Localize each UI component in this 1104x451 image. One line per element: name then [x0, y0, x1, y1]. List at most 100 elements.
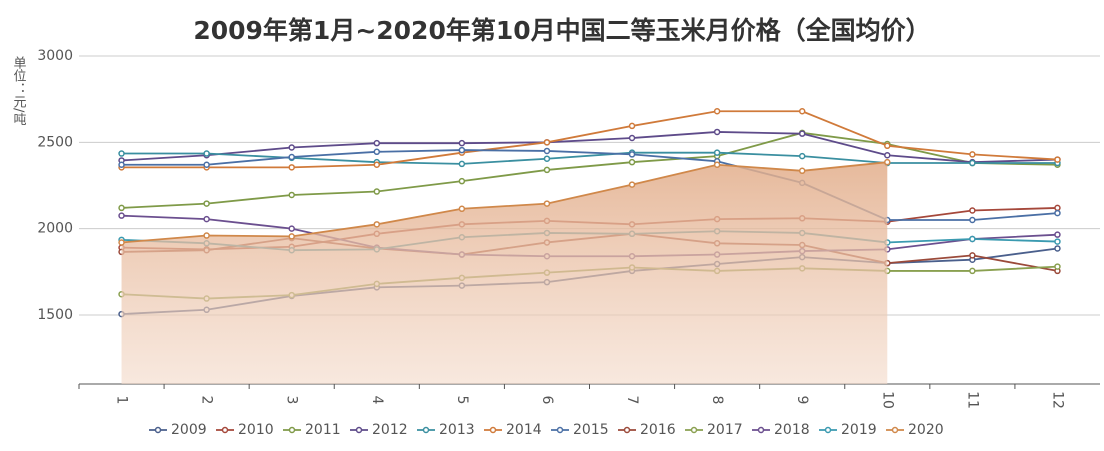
chart-title: 2009年第1月~2020年第10月中国二等玉米月价格（全国均价）	[193, 16, 930, 45]
point	[798, 167, 806, 175]
legend-item: 2018	[752, 422, 810, 438]
legend-marker	[154, 426, 162, 434]
point	[288, 233, 295, 240]
point	[969, 267, 976, 275]
x-tick-label: 9	[794, 396, 810, 405]
point	[713, 161, 721, 169]
legend-marker	[489, 426, 497, 434]
legend-item: 2013	[417, 422, 475, 438]
point	[713, 107, 721, 115]
point	[458, 146, 466, 154]
y-tick-label: 1500	[37, 307, 73, 323]
legend-label: 2010	[238, 422, 274, 438]
line	[121, 149, 1058, 221]
x-tick-label: 8	[709, 396, 725, 405]
point	[458, 177, 466, 185]
point	[798, 152, 806, 160]
point	[713, 128, 721, 136]
point	[118, 204, 125, 212]
point	[1054, 209, 1061, 217]
point	[798, 107, 806, 115]
point	[1054, 231, 1061, 238]
point	[458, 205, 466, 213]
point	[458, 160, 466, 168]
point	[1054, 245, 1061, 252]
x-tick-label: 6	[539, 396, 555, 405]
point	[203, 200, 210, 207]
legend-item: 2011	[283, 422, 341, 438]
point	[373, 221, 381, 228]
legend-marker	[221, 426, 229, 434]
point	[373, 188, 381, 195]
point	[798, 130, 806, 137]
point	[288, 144, 295, 151]
line	[121, 161, 888, 244]
legend-label: 2019	[841, 422, 877, 438]
legend-label: 2017	[707, 422, 743, 438]
point	[884, 142, 891, 150]
legend-item: 2019	[819, 422, 877, 438]
point	[373, 139, 381, 147]
legend-label: 2020	[908, 422, 944, 438]
legend-marker	[891, 426, 899, 434]
point	[628, 181, 636, 188]
legend-marker	[288, 426, 296, 434]
y-axis-label: 单位：元/吨	[11, 56, 27, 126]
point	[118, 239, 125, 246]
point	[969, 151, 976, 158]
point	[969, 252, 976, 259]
point	[969, 159, 976, 167]
point	[118, 161, 125, 169]
point	[969, 216, 976, 224]
legend-label: 2015	[573, 422, 609, 438]
legend-marker	[824, 426, 832, 434]
point	[628, 151, 636, 158]
y-tick-label: 2500	[37, 134, 73, 150]
legend-label: 2018	[774, 422, 810, 438]
x-tick-label: 2	[199, 396, 215, 405]
point	[288, 153, 295, 161]
legend-label: 2016	[640, 422, 676, 438]
legend-item: 2009	[149, 422, 207, 438]
legend-marker	[690, 426, 698, 434]
point	[713, 149, 721, 156]
point	[543, 139, 551, 146]
legend-item: 2016	[618, 422, 676, 438]
point	[543, 155, 551, 162]
y-tick-label: 3000	[37, 48, 73, 64]
point	[543, 200, 551, 207]
x-tick-label: 12	[1049, 391, 1065, 409]
point	[118, 212, 125, 219]
point	[969, 207, 976, 214]
point	[118, 150, 125, 157]
line	[121, 131, 1058, 164]
legend-item: 2012	[350, 422, 408, 438]
legend-marker	[623, 426, 631, 434]
point	[1054, 263, 1061, 270]
point	[884, 152, 891, 159]
legend-item: 2020	[886, 422, 944, 438]
x-tick-label: 7	[624, 396, 640, 405]
point	[288, 191, 295, 199]
point	[628, 122, 636, 130]
point	[969, 235, 976, 243]
point	[458, 139, 466, 147]
point	[288, 164, 295, 171]
area	[121, 162, 888, 384]
legend-item: 2014	[484, 422, 542, 438]
legend-marker	[556, 426, 564, 434]
point	[203, 215, 210, 223]
line	[121, 110, 1058, 169]
legend-label: 2009	[171, 422, 207, 438]
point	[628, 158, 636, 166]
legend-item: 2010	[216, 422, 274, 438]
legend-label: 2012	[372, 422, 408, 438]
x-tick-label: 10	[879, 391, 895, 409]
line	[121, 151, 1058, 165]
point	[543, 147, 551, 155]
x-tick-label: 1	[114, 396, 130, 405]
legend-item: 2017	[685, 422, 743, 438]
x-tick-label: 3	[284, 396, 300, 405]
point	[288, 225, 295, 232]
